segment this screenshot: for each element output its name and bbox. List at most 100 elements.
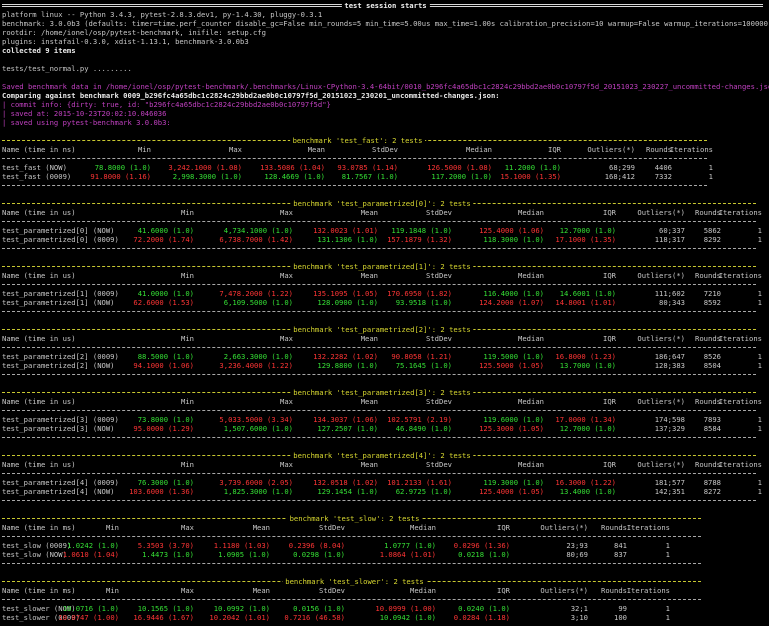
row-name-cell: test_slow (0009) (2, 541, 72, 550)
value-cell: Median (466, 145, 492, 154)
value-cell: 102.5791 (2.19) (387, 415, 452, 424)
separator-rule (2, 181, 713, 190)
commit-saved-using-line: | saved using pytest-benchmark 3.0.0b3: (2, 118, 171, 127)
value-cell: 186;647 (654, 352, 685, 361)
value-cell: 3,236.4000 (1.22) (219, 361, 293, 370)
value-cell: Rounds (695, 334, 721, 343)
separator-rule (2, 307, 762, 316)
value-cell: Rounds (695, 208, 721, 217)
value-cell: 135.1095 (1.05) (313, 289, 378, 298)
value-cell: 1 (757, 415, 762, 424)
row-name-cell: test_slower (NOW) (2, 604, 76, 613)
value-cell: 119.5000 (1.0) (483, 352, 544, 361)
value-cell: Max (280, 460, 293, 469)
value-cell: 170.6950 (1.82) (387, 289, 452, 298)
separator-rule (2, 217, 762, 226)
value-cell: 1 (757, 361, 762, 370)
table-row: test_parametrized[3] (0009) 73.8000 (1.0)… (2, 415, 762, 424)
value-cell: 41.6000 (1.0) (137, 226, 194, 235)
comparing-line: Comparing against benchmark 0009_b296fc4… (2, 91, 500, 100)
value-cell: 127.2507 (1.0) (317, 424, 378, 433)
commit-saved-at-line: | saved at: 2015-10-23T20:02:10.046036 (2, 109, 167, 118)
table-row: test_parametrized[1] (0009) 41.0000 (1.0)… (2, 289, 762, 298)
value-cell: IQR (603, 334, 616, 343)
value-cell: 41.0000 (1.0) (137, 289, 194, 298)
benchmark-title-rule: benchmark 'test_parametrized[0]': 2 test… (2, 199, 762, 208)
value-cell: 1.0905 (1.0) (218, 550, 270, 559)
header-line: plugins: instafail-0.3.0, xdist-1.13.1, … (2, 37, 249, 46)
value-cell: 5.3503 (3.70) (137, 541, 194, 550)
value-cell: 0.7216 (46.58) (284, 613, 345, 622)
value-cell: Median (518, 208, 544, 217)
value-cell: Min (181, 271, 194, 280)
session-title: test session starts (341, 1, 430, 10)
separator-rule (2, 406, 762, 415)
value-cell: 81.7567 (1.0) (341, 172, 398, 181)
column-header-row: Name (time in ms) Min Max Mean StdDev Median I… (2, 586, 707, 595)
value-cell: Max (229, 145, 242, 154)
value-cell: 10.0747 (1.00) (58, 613, 119, 622)
value-cell: StdDev (426, 334, 452, 343)
value-cell: 23;93 (566, 541, 588, 550)
row-name-cell: test_fast (0009) (2, 172, 72, 181)
column-header-row: Name (time in us) Min Max Mean StdDev Median I… (2, 460, 762, 469)
table-row: test_parametrized[2] (NOW) 94.1000 (1.06)… (2, 361, 762, 370)
value-cell: 16.8000 (1.23) (555, 352, 616, 361)
value-cell: 133.5086 (1.04) (260, 163, 325, 172)
value-cell: 10.0992 (1.0) (213, 604, 270, 613)
value-cell: 125.4000 (1.06) (479, 226, 544, 235)
value-cell: 174;598 (654, 415, 685, 424)
value-cell: 99 (618, 604, 627, 613)
value-cell: 10.0942 (1.0) (379, 613, 436, 622)
value-cell: 0.0156 (1.0) (293, 604, 345, 613)
value-cell: 837 (614, 550, 627, 559)
value-cell: 8584 (703, 424, 721, 433)
value-cell: Mean (360, 334, 378, 343)
value-cell: IQR (497, 523, 510, 532)
value-cell: 157.1879 (1.32) (387, 235, 452, 244)
value-cell: Iterations (669, 145, 713, 154)
value-cell: IQR (548, 145, 561, 154)
benchmark-title-rule: benchmark 'test_parametrized[2]': 2 test… (2, 325, 762, 334)
value-cell: 13.4000 (1.0) (559, 487, 616, 496)
row-name-cell: test_parametrized[4] (NOW) (2, 487, 115, 496)
saved-line: Saved benchmark data in /home/ionel/osp/… (2, 82, 769, 91)
value-cell: Outliers(*) (587, 145, 635, 154)
row-name-cell: Name (time in ms) (2, 523, 76, 532)
value-cell: 0.0218 (1.0) (458, 550, 510, 559)
row-name-cell: test_parametrized[2] (0009) (2, 352, 119, 361)
value-cell: Outliers(*) (540, 523, 588, 532)
value-cell: Rounds (695, 460, 721, 469)
table-row: test_slower (0009) 10.0747 (1.00) 16.9446 … (2, 613, 707, 622)
value-cell: 7332 (654, 172, 672, 181)
value-cell: 4,734.1000 (1.0) (223, 226, 293, 235)
value-cell: 16.9446 (1.67) (133, 613, 194, 622)
value-cell: 91.8000 (1.16) (90, 172, 151, 181)
value-cell: StdDev (426, 271, 452, 280)
benchmark-title-rule: benchmark 'test_slower': 2 tests (2, 577, 707, 586)
value-cell: 128.0900 (1.0) (317, 298, 378, 307)
value-cell: 100 (614, 613, 627, 622)
value-cell: Median (518, 271, 544, 280)
value-cell: 142;351 (654, 487, 685, 496)
value-cell: Max (280, 271, 293, 280)
value-cell: Outliers(*) (637, 208, 685, 217)
value-cell: Median (410, 586, 436, 595)
value-cell: 94.1000 (1.06) (133, 361, 194, 370)
value-cell: 76.3000 (1.0) (137, 478, 194, 487)
value-cell: 1 (757, 487, 762, 496)
value-cell: Mean (360, 460, 378, 469)
session-banner: test session starts (2, 1, 769, 10)
value-cell: 124.2000 (1.07) (479, 298, 544, 307)
value-cell: 11.2000 (1.0) (504, 163, 561, 172)
value-cell: 12.7000 (1.0) (559, 424, 616, 433)
value-cell: 8504 (703, 361, 721, 370)
value-cell: 1.1180 (1.03) (213, 541, 270, 550)
row-name-cell: test_parametrized[0] (NOW) (2, 226, 115, 235)
value-cell: Mean (360, 208, 378, 217)
row-name-cell: test_fast (NOW) (2, 163, 67, 172)
value-cell: Outliers(*) (637, 460, 685, 469)
value-cell: 14.8001 (1.01) (555, 298, 616, 307)
value-cell: 1.0864 (1.01) (379, 550, 436, 559)
